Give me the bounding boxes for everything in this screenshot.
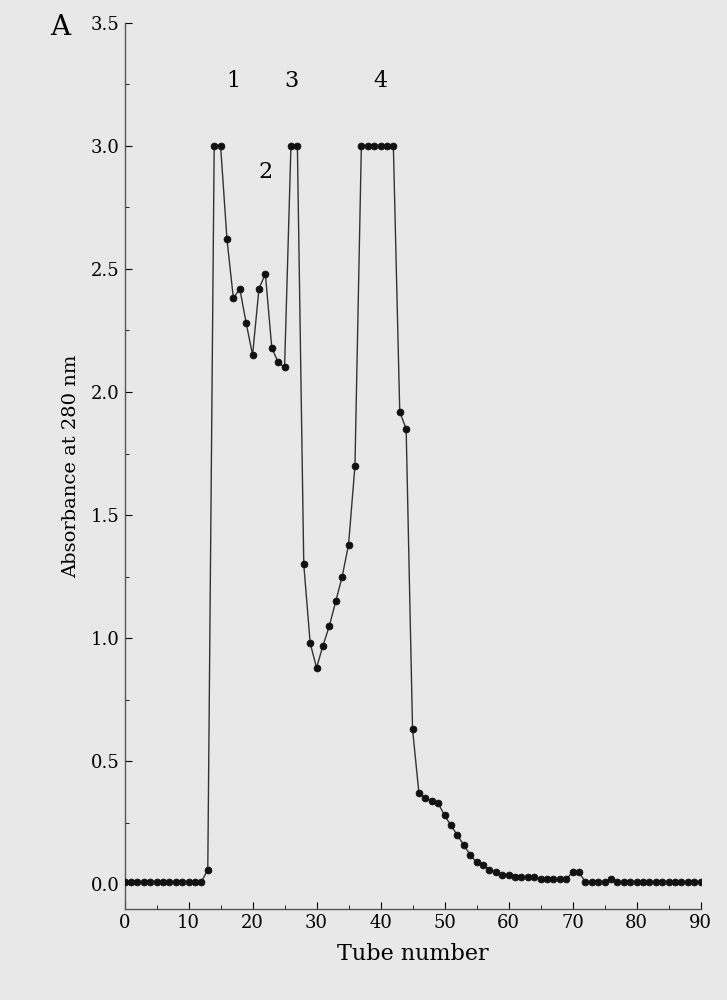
Text: 4: 4 xyxy=(374,70,387,92)
Text: 3: 3 xyxy=(284,70,298,92)
Y-axis label: Absorbance at 280 nm: Absorbance at 280 nm xyxy=(62,354,80,578)
Text: A: A xyxy=(49,14,70,41)
Text: 2: 2 xyxy=(258,161,273,183)
Text: 1: 1 xyxy=(226,70,241,92)
X-axis label: Tube number: Tube number xyxy=(337,943,489,965)
